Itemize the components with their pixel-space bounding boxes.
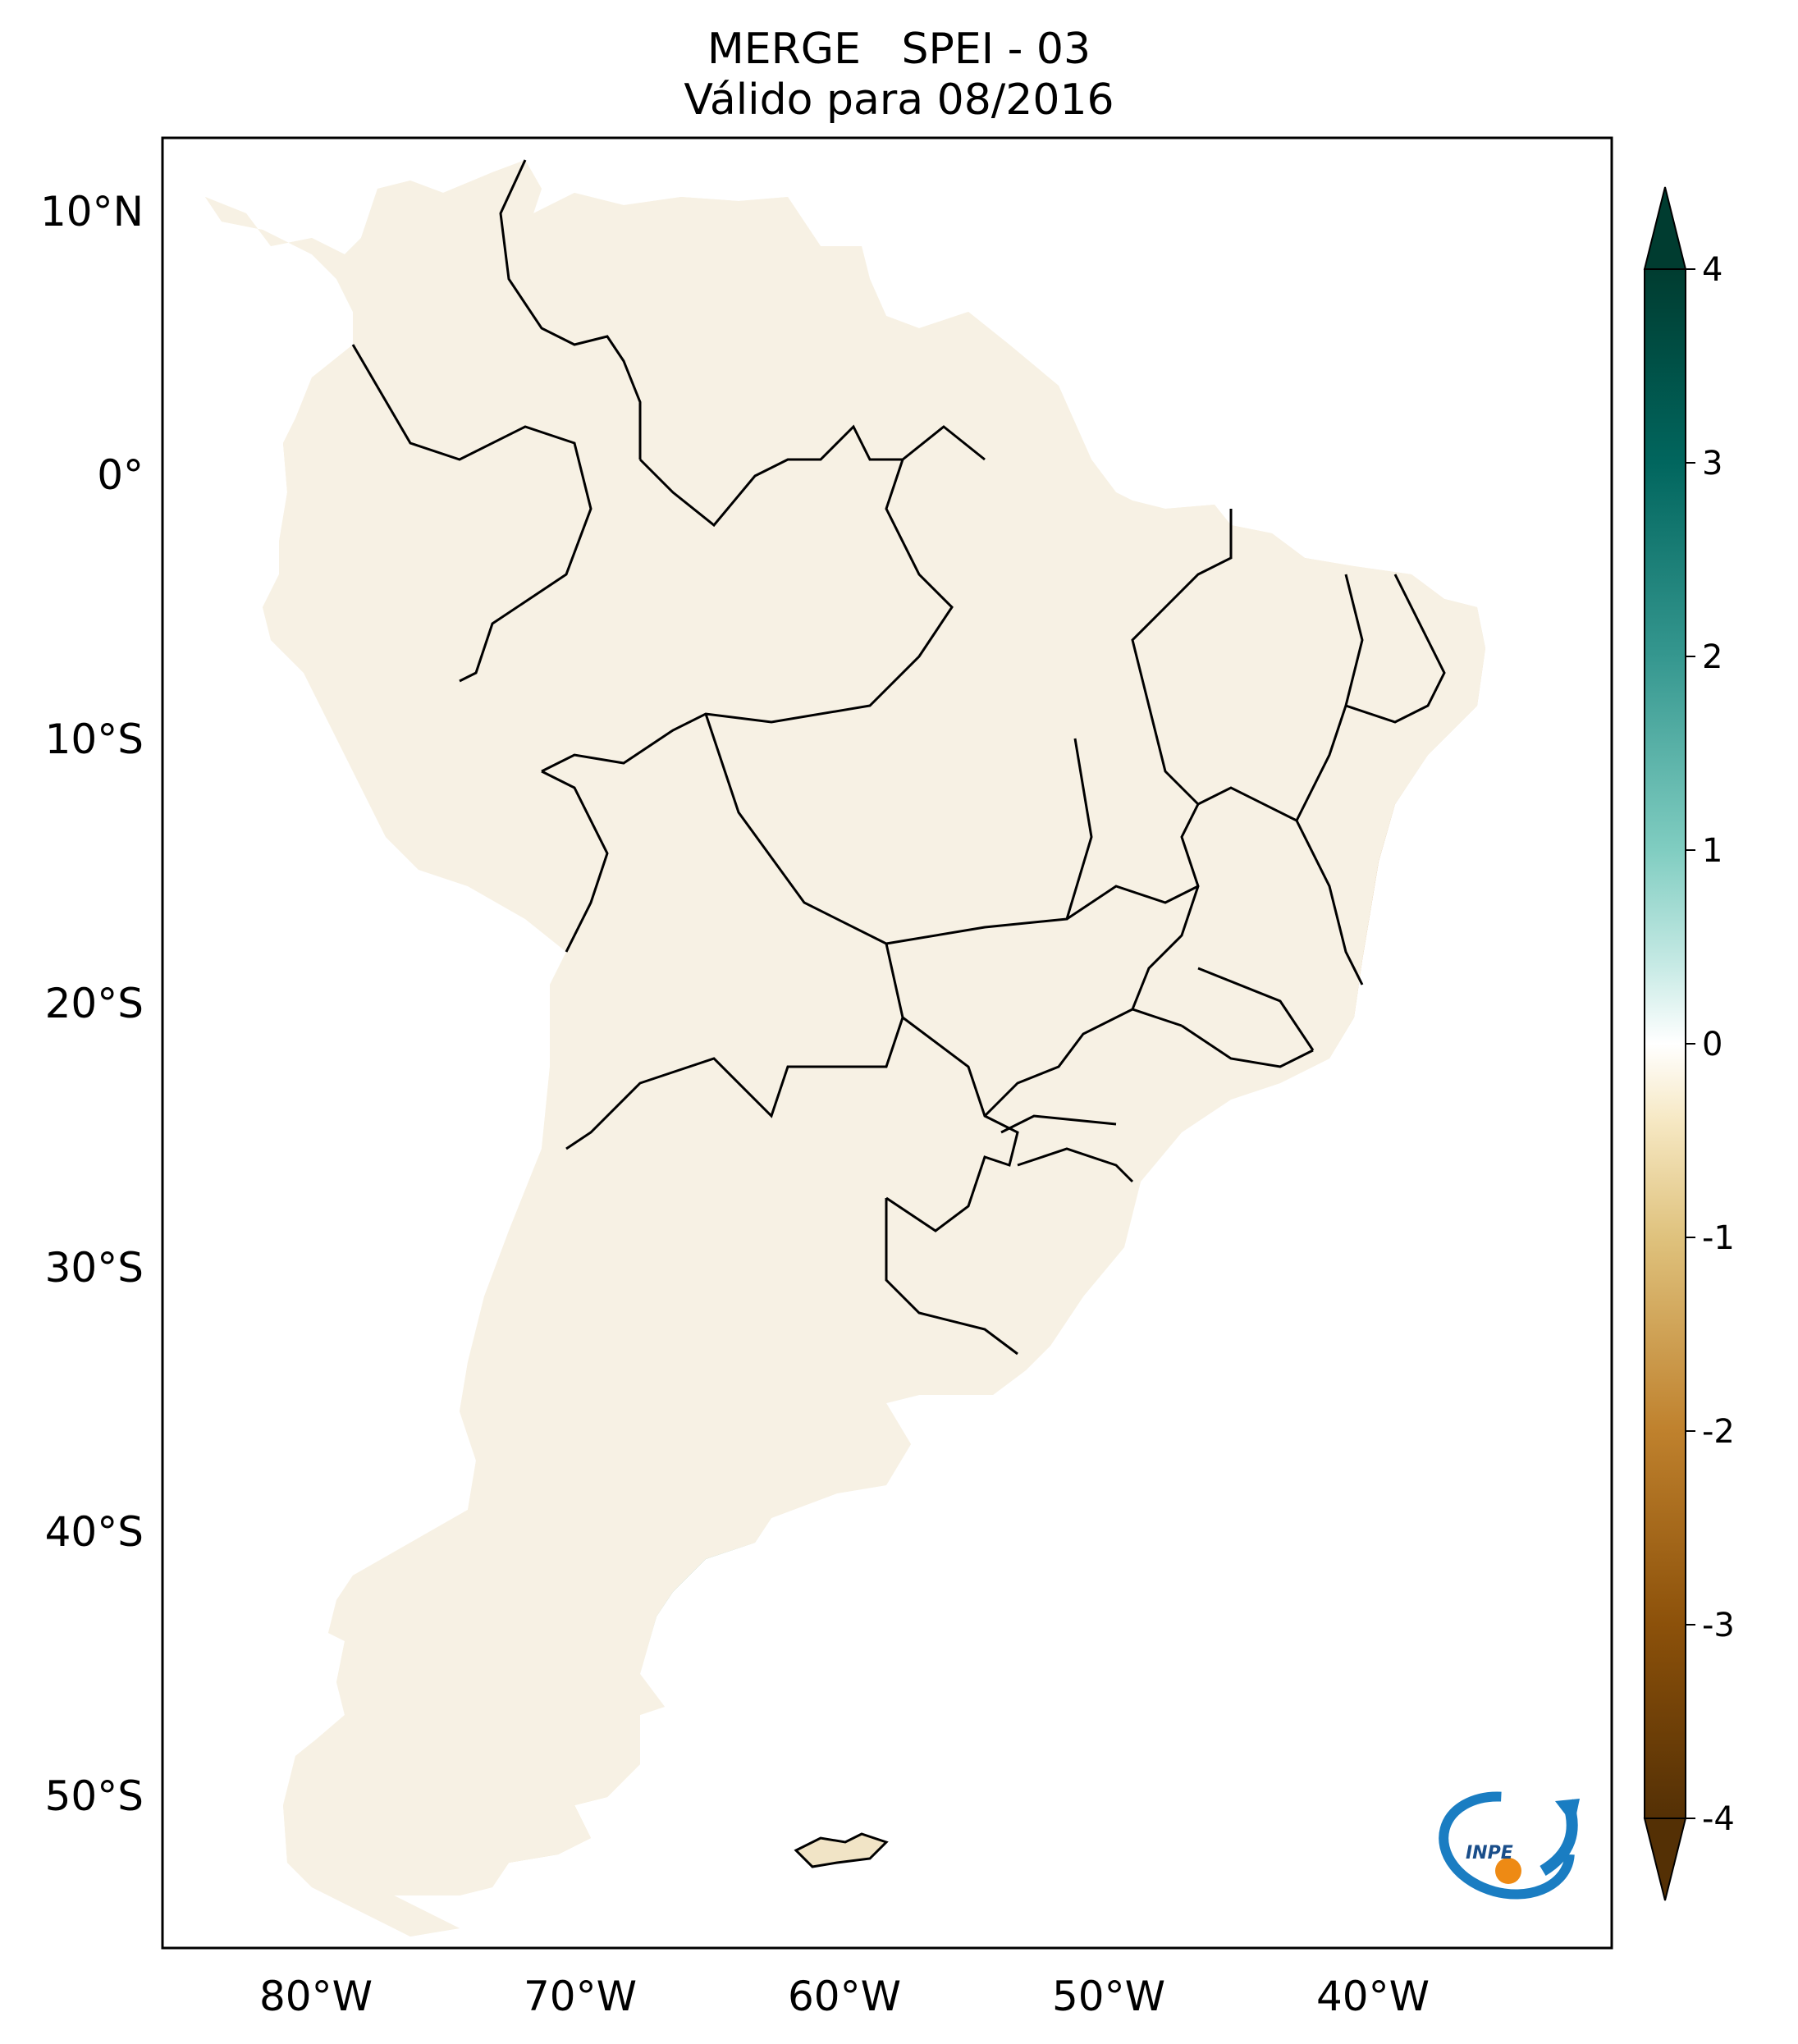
colorbar-tick-label: -4 <box>1702 1800 1735 1838</box>
colorbar-lower-extend <box>1643 1818 1687 1901</box>
inpe-logo: INPE <box>1439 1791 1580 1900</box>
lat-tick-label: 0° <box>97 451 144 499</box>
colorbar-tick-label: 0 <box>1702 1026 1723 1063</box>
lon-tick-label: 70°W <box>524 1973 637 2020</box>
lat-tick-label: 40°S <box>45 1508 144 1556</box>
falkland-islands <box>794 1832 889 1868</box>
colorbar-tick-label: 4 <box>1702 251 1723 289</box>
lat-tick-label: 20°S <box>45 980 144 1027</box>
lon-tick-label: 60°W <box>788 1973 901 2020</box>
lat-tick-label: 50°S <box>45 1772 144 1820</box>
map-subtitle: Válido para 08/2016 <box>684 75 1114 125</box>
colorbar-tick-label: 1 <box>1702 832 1723 870</box>
inpe-logo-text: INPE <box>1466 1843 1513 1863</box>
lon-tick-label: 40°W <box>1316 1973 1430 2020</box>
lon-tick-label: 50°W <box>1052 1973 1165 2020</box>
lat-tick-label: 10°N <box>40 188 144 235</box>
map-frame <box>161 136 1613 1950</box>
colorbar-tick-label: -1 <box>1702 1219 1735 1257</box>
latitude-axis: 10°N 0° 10°S 20°S 30°S 40°S 50°S <box>40 188 144 1820</box>
map-title: MERGE SPEI - 03 <box>707 25 1091 74</box>
colorbar: 4 3 2 1 0 -1 -2 -3 -4 <box>1643 186 1735 1901</box>
country-borders <box>204 158 1487 1938</box>
lon-tick-label: 80°W <box>259 1973 373 2020</box>
lat-tick-label: 10°S <box>45 716 144 763</box>
longitude-axis: 80°W 70°W 60°W 50°W 40°W <box>259 1973 1430 2020</box>
colorbar-upper-extend <box>1643 186 1687 270</box>
colorbar-tick-label: 2 <box>1702 638 1723 676</box>
colorbar-tick-label: -3 <box>1702 1607 1735 1644</box>
colorbar-tick-label: -2 <box>1702 1413 1735 1451</box>
lat-tick-label: 30°S <box>45 1244 144 1292</box>
colorbar-tick-label: 3 <box>1702 445 1723 482</box>
